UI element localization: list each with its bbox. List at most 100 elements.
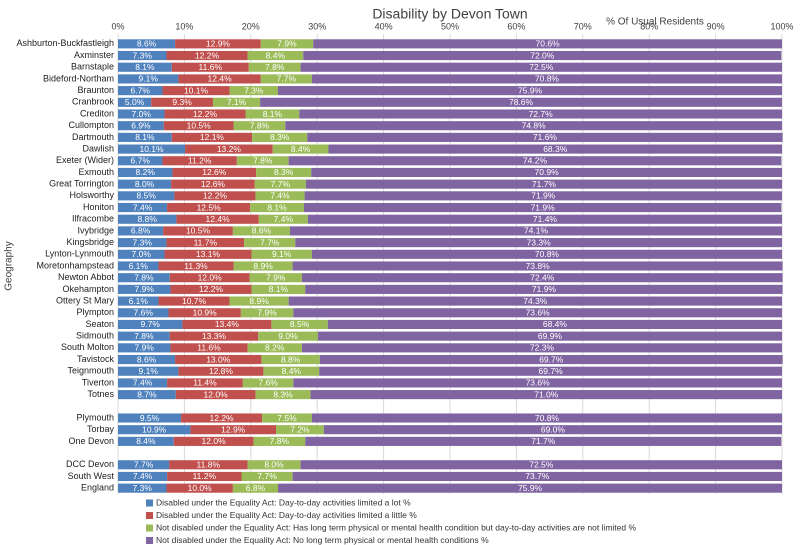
y-tick-label: Ottery St Mary (56, 295, 115, 305)
data-label: 7.9% (266, 272, 286, 282)
bar-segment (248, 62, 301, 72)
data-label: 12.2% (199, 284, 224, 294)
y-tick-label: Barnstaple (71, 62, 114, 72)
bar-segment (278, 483, 782, 493)
bar-segment (164, 249, 252, 259)
bar-segment (319, 354, 783, 365)
data-label: 7.8% (134, 331, 154, 341)
bar-segment (251, 249, 312, 259)
bar-segment (301, 343, 782, 353)
data-label: 8.3% (273, 389, 293, 399)
bar-segment (166, 238, 245, 248)
y-tick-label: Ilfracombe (72, 214, 114, 224)
bar-segment (236, 156, 289, 166)
legend-swatch (146, 512, 153, 519)
bar-segment (118, 202, 168, 213)
data-label: 73.6% (526, 308, 551, 318)
data-label: 12.1% (200, 132, 225, 142)
bar-segment (229, 296, 289, 306)
data-label: 7.9% (277, 39, 297, 49)
bar-segment (178, 74, 261, 84)
data-label: 6.9% (131, 120, 151, 130)
bar-segment (289, 226, 782, 236)
bar-segment (304, 191, 782, 201)
data-label: 7.3% (133, 483, 153, 493)
bar-segment (299, 109, 782, 119)
bar-segment (260, 39, 314, 49)
y-tick-label: England (81, 483, 114, 493)
data-label: 68.4% (543, 319, 568, 329)
bar-segment (118, 39, 176, 49)
bar-segment (118, 226, 164, 236)
bar-segment (254, 179, 306, 189)
data-label: 7.4% (133, 471, 153, 481)
data-label: 8.8% (138, 214, 158, 224)
data-label: 8.7% (137, 389, 157, 399)
data-label: 8.4% (291, 144, 311, 154)
bar-segment (240, 308, 294, 318)
bar-segment (303, 50, 782, 61)
bar-segment (232, 226, 290, 236)
data-label: 70.8% (535, 249, 560, 259)
bar-segment (260, 97, 782, 107)
bar-segment (178, 366, 264, 376)
data-label: 73.7% (525, 471, 550, 481)
bar-segment (293, 308, 782, 318)
bar-segment (301, 273, 783, 283)
bar-segment (167, 471, 242, 482)
y-tick-label: Torbay (87, 424, 115, 434)
y-tick-label: Bideford-Northam (43, 73, 114, 83)
bar-segment (303, 202, 782, 213)
data-label: 8.4% (136, 436, 156, 446)
bar-segment (118, 50, 167, 61)
data-label: 69.9% (538, 331, 563, 341)
bar-segment (118, 238, 167, 248)
data-label: 7.7% (260, 237, 280, 247)
bar-segment (292, 471, 782, 482)
bar-segment (288, 156, 782, 166)
y-tick-label: Tiverton (82, 377, 114, 387)
bar-segment (288, 296, 782, 306)
x-tick-label: 60% (507, 21, 525, 31)
y-tick-label: Great Torrington (49, 179, 114, 189)
bar-segment (118, 121, 164, 131)
data-label: 8.9% (249, 296, 269, 306)
bar-segment (158, 296, 230, 306)
bar-segment (311, 249, 782, 259)
bar-segment (118, 214, 177, 224)
bar-segment (300, 460, 782, 470)
bar-segment (262, 413, 312, 423)
bar-segment (118, 390, 176, 400)
data-label: 72.4% (530, 272, 555, 282)
data-label: 74.1% (524, 226, 549, 236)
data-label: 6.1% (129, 296, 149, 306)
bar-segment (258, 331, 318, 341)
data-label: 8.0% (264, 460, 284, 470)
bar-segment (311, 167, 782, 178)
y-tick-label: Exmouth (78, 167, 114, 177)
legend-swatch (146, 499, 153, 507)
bar-segment (118, 144, 186, 154)
bar-segment (163, 226, 233, 236)
y-tick-label: Ivybridge (77, 225, 114, 235)
bar-segment (118, 273, 170, 283)
bar-segment (190, 425, 277, 435)
data-label: 6.8% (246, 483, 266, 493)
y-axis-label: Geography (4, 241, 15, 290)
data-label: 7.1% (227, 97, 247, 107)
data-label: 8.2% (136, 167, 156, 177)
data-label: 73.8% (526, 261, 551, 271)
x-axis-label: % Of Usual Residents (606, 17, 704, 28)
bar-segment (323, 425, 782, 435)
bar-segment (285, 121, 782, 131)
y-tick-label: Cullompton (68, 120, 114, 130)
data-label: 7.7% (134, 460, 154, 470)
bar-segment (247, 343, 302, 353)
bar-segment (185, 144, 273, 154)
data-label: 7.3% (133, 50, 153, 60)
data-label: 8.4% (266, 50, 286, 60)
bar-segment (251, 284, 306, 294)
data-label: 12.9% (221, 424, 246, 434)
legend-swatch (146, 537, 153, 544)
bar-segment (311, 413, 782, 423)
